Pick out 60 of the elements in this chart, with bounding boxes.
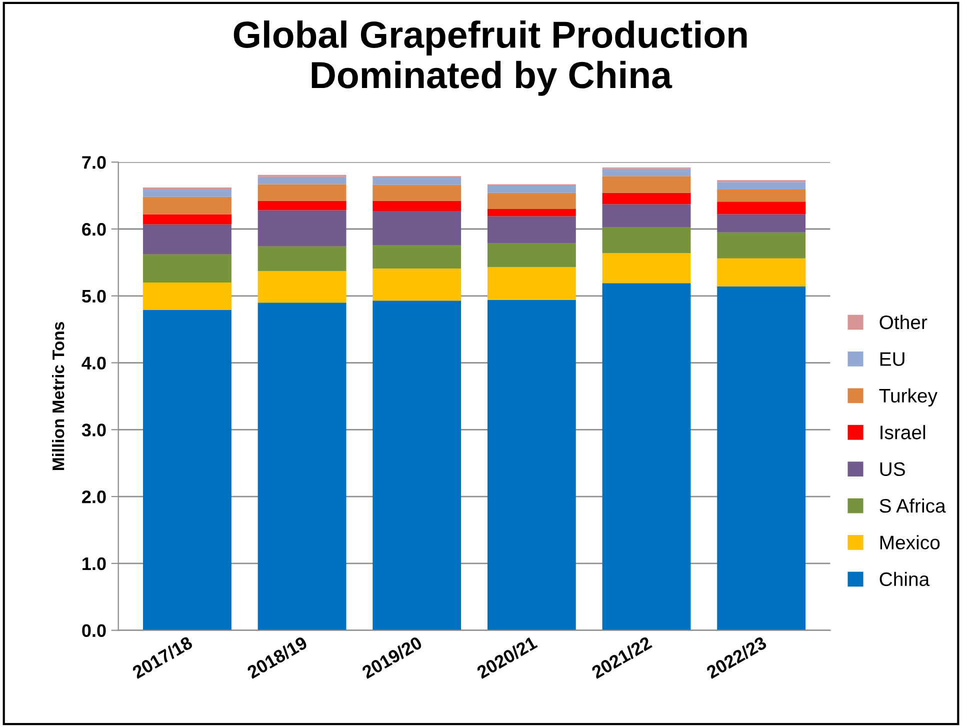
bar: [602, 192, 691, 204]
y-tick-label: 0.0: [82, 624, 106, 638]
legend-label: Turkey: [879, 388, 938, 406]
bar: [372, 268, 462, 301]
bar: [602, 204, 691, 227]
bar: [258, 302, 346, 630]
bar: [717, 190, 806, 202]
legend-label: S Africa: [880, 498, 946, 513]
y-tick-label: 7.0: [82, 156, 106, 169]
y-tick-label: 5.0: [82, 290, 106, 303]
bar: [372, 300, 462, 630]
bar: [487, 300, 576, 630]
y-tick-label: 1.0: [82, 557, 106, 570]
bar: [487, 216, 576, 244]
bar: [258, 246, 346, 272]
bar: [487, 208, 576, 216]
legend-label: Other: [880, 314, 928, 330]
bar: [717, 214, 806, 232]
bar: [487, 243, 576, 268]
bar: [143, 310, 232, 630]
y-tick-label: 2.0: [82, 490, 106, 504]
bar: [372, 210, 462, 246]
bar: [717, 258, 806, 287]
bar: [143, 282, 232, 310]
bar: [258, 176, 346, 184]
bar: [602, 168, 691, 176]
bar: [143, 224, 232, 254]
chart-title: Global Grapefruit Production Dominated by China: [234, 20, 747, 96]
bar: [143, 254, 232, 283]
bar: [258, 200, 346, 210]
y-tick-label: 6.0: [82, 222, 106, 236]
bar: [372, 200, 462, 211]
legend-label: EU: [880, 352, 904, 366]
legend-label: Mexico: [880, 535, 940, 550]
bar: [143, 214, 232, 224]
y-tick-label: 3.0: [82, 424, 106, 436]
bar: [602, 176, 691, 193]
legend-label: US: [880, 462, 905, 476]
bar: [487, 186, 576, 193]
bar: [143, 190, 232, 197]
y-tick-label: 4.0: [82, 356, 106, 370]
bar: [258, 271, 346, 303]
bar: [372, 184, 462, 201]
legend-label: China: [880, 572, 930, 586]
bar: [717, 202, 806, 214]
bar: [258, 184, 346, 201]
bar: [717, 182, 806, 190]
bar: [602, 227, 691, 254]
bar: [717, 232, 806, 258]
legend-label: Israel: [880, 425, 926, 440]
bar: [717, 286, 806, 630]
y-axis-title: Million Metric Tons: [52, 322, 64, 470]
bar: [143, 196, 232, 214]
bar: [258, 210, 346, 246]
bar: [602, 253, 691, 284]
bar: [487, 267, 576, 300]
bar: [372, 245, 462, 268]
bar: [372, 178, 462, 185]
bar: [487, 192, 576, 209]
bar: [602, 283, 691, 630]
